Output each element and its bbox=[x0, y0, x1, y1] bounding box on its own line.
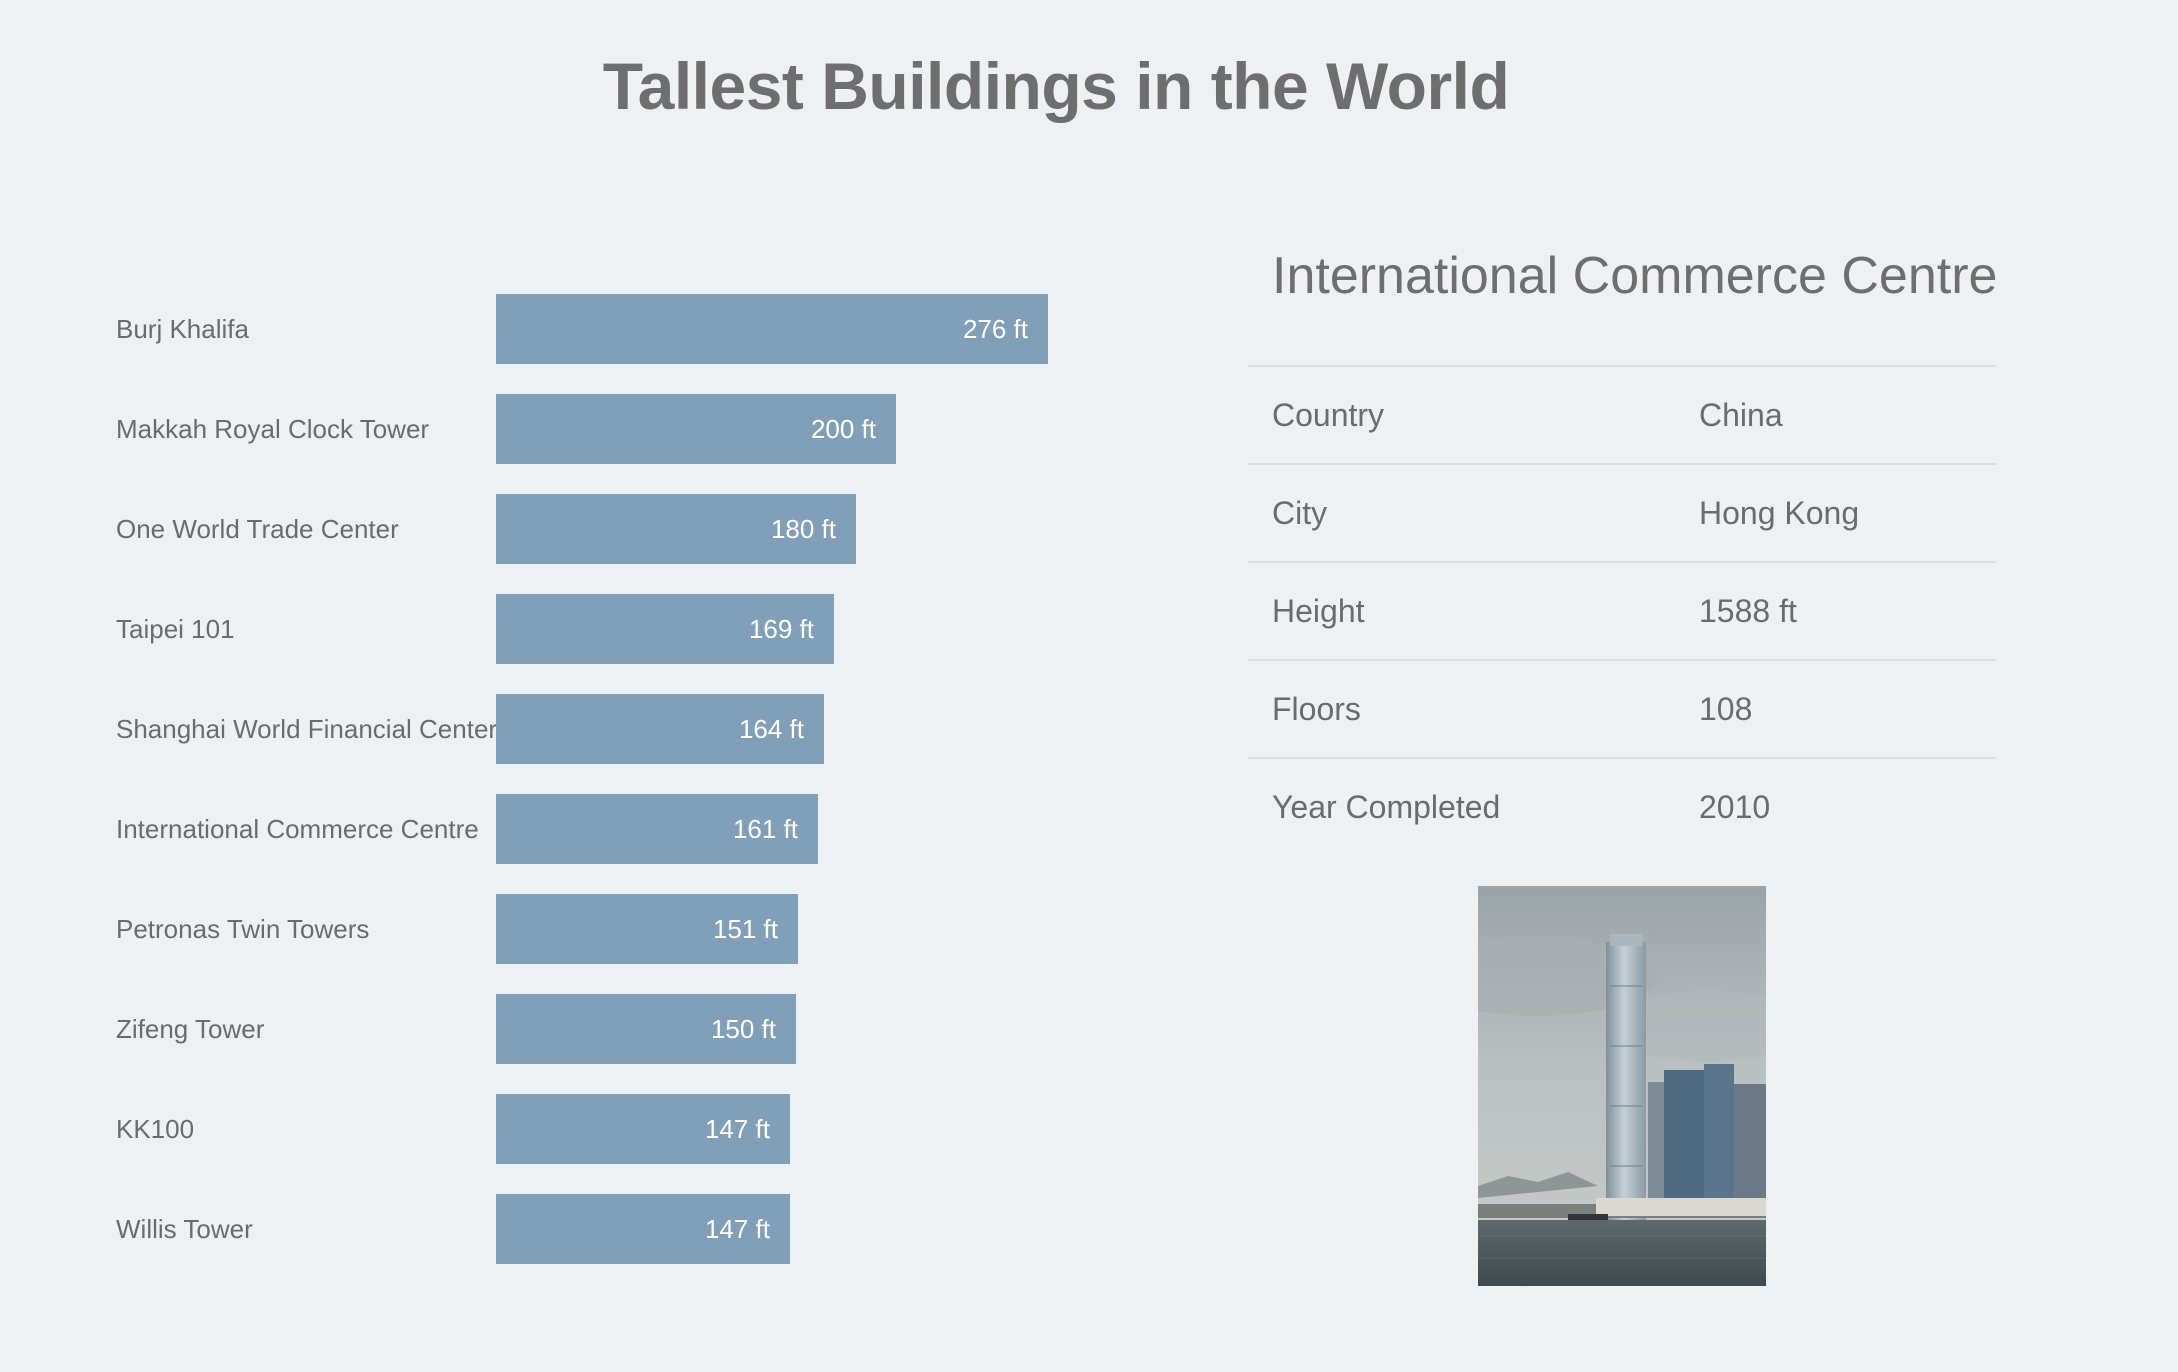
bar-value-label: 147 ft bbox=[705, 1214, 771, 1244]
bar[interactable] bbox=[496, 994, 796, 1064]
bar-value-label: 169 ft bbox=[749, 614, 815, 644]
detail-row-year: Year Completed 2010 bbox=[1248, 758, 1996, 855]
bar-value-label: 150 ft bbox=[711, 1014, 777, 1044]
bar-value-label: 147 ft bbox=[705, 1114, 771, 1144]
detail-value: 2010 bbox=[1699, 788, 1771, 825]
bar-value-label: 200 ft bbox=[811, 414, 877, 444]
detail-key: Country bbox=[1272, 396, 1385, 433]
detail-key: Height bbox=[1272, 592, 1365, 629]
detail-row-country: Country China bbox=[1248, 366, 1996, 464]
detail-value: Hong Kong bbox=[1699, 494, 1860, 531]
bar-category-label: International Commerce Centre bbox=[116, 814, 479, 844]
bar[interactable] bbox=[496, 594, 834, 664]
detail-value: 108 bbox=[1699, 690, 1753, 727]
detail-key: Year Completed bbox=[1272, 788, 1501, 825]
bar-value-label: 180 ft bbox=[771, 514, 837, 544]
detail-table: Country China City Hong Kong Height 1588… bbox=[1248, 365, 1996, 855]
bar-category-label: Makkah Royal Clock Tower bbox=[116, 414, 429, 444]
detail-row-floors: Floors 108 bbox=[1248, 660, 1996, 758]
detail-value: 1588 ft bbox=[1699, 592, 1797, 629]
bar-category-label: Willis Tower bbox=[116, 1214, 253, 1244]
bar[interactable] bbox=[496, 794, 818, 864]
bar[interactable] bbox=[496, 894, 798, 964]
detail-value: China bbox=[1699, 396, 1783, 433]
bar-value-label: 164 ft bbox=[739, 714, 805, 744]
page-title: Tallest Buildings in the World bbox=[602, 49, 1510, 123]
bar[interactable] bbox=[496, 1094, 790, 1164]
bar-category-label: One World Trade Center bbox=[116, 514, 399, 544]
bar-category-label: Petronas Twin Towers bbox=[116, 914, 369, 944]
bar[interactable] bbox=[496, 294, 1048, 364]
bar-value-label: 276 ft bbox=[963, 314, 1029, 344]
detail-title: International Commerce Centre bbox=[1272, 247, 1998, 305]
bar-category-label: Burj Khalifa bbox=[116, 314, 249, 344]
building-photo bbox=[1478, 886, 1766, 1286]
bar-category-label: Taipei 101 bbox=[116, 614, 235, 644]
detail-row-city: City Hong Kong bbox=[1248, 464, 1996, 562]
bar-category-label: Shanghai World Financial Center bbox=[116, 714, 497, 744]
detail-row-height: Height 1588 ft bbox=[1248, 562, 1996, 660]
bar-chart: Burj Khalifa 276 ft Makkah Royal Clock Tow… bbox=[116, 294, 1048, 1264]
bar-value-label: 151 ft bbox=[713, 914, 779, 944]
detail-key: Floors bbox=[1272, 690, 1361, 727]
bar-category-label: KK100 bbox=[116, 1114, 194, 1144]
bar-category-label: Zifeng Tower bbox=[116, 1014, 265, 1044]
bar[interactable] bbox=[496, 694, 824, 764]
bar[interactable] bbox=[496, 394, 896, 464]
detail-key: City bbox=[1272, 494, 1328, 531]
bar[interactable] bbox=[496, 494, 856, 564]
bar-value-label: 161 ft bbox=[733, 814, 799, 844]
bar[interactable] bbox=[496, 1194, 790, 1264]
